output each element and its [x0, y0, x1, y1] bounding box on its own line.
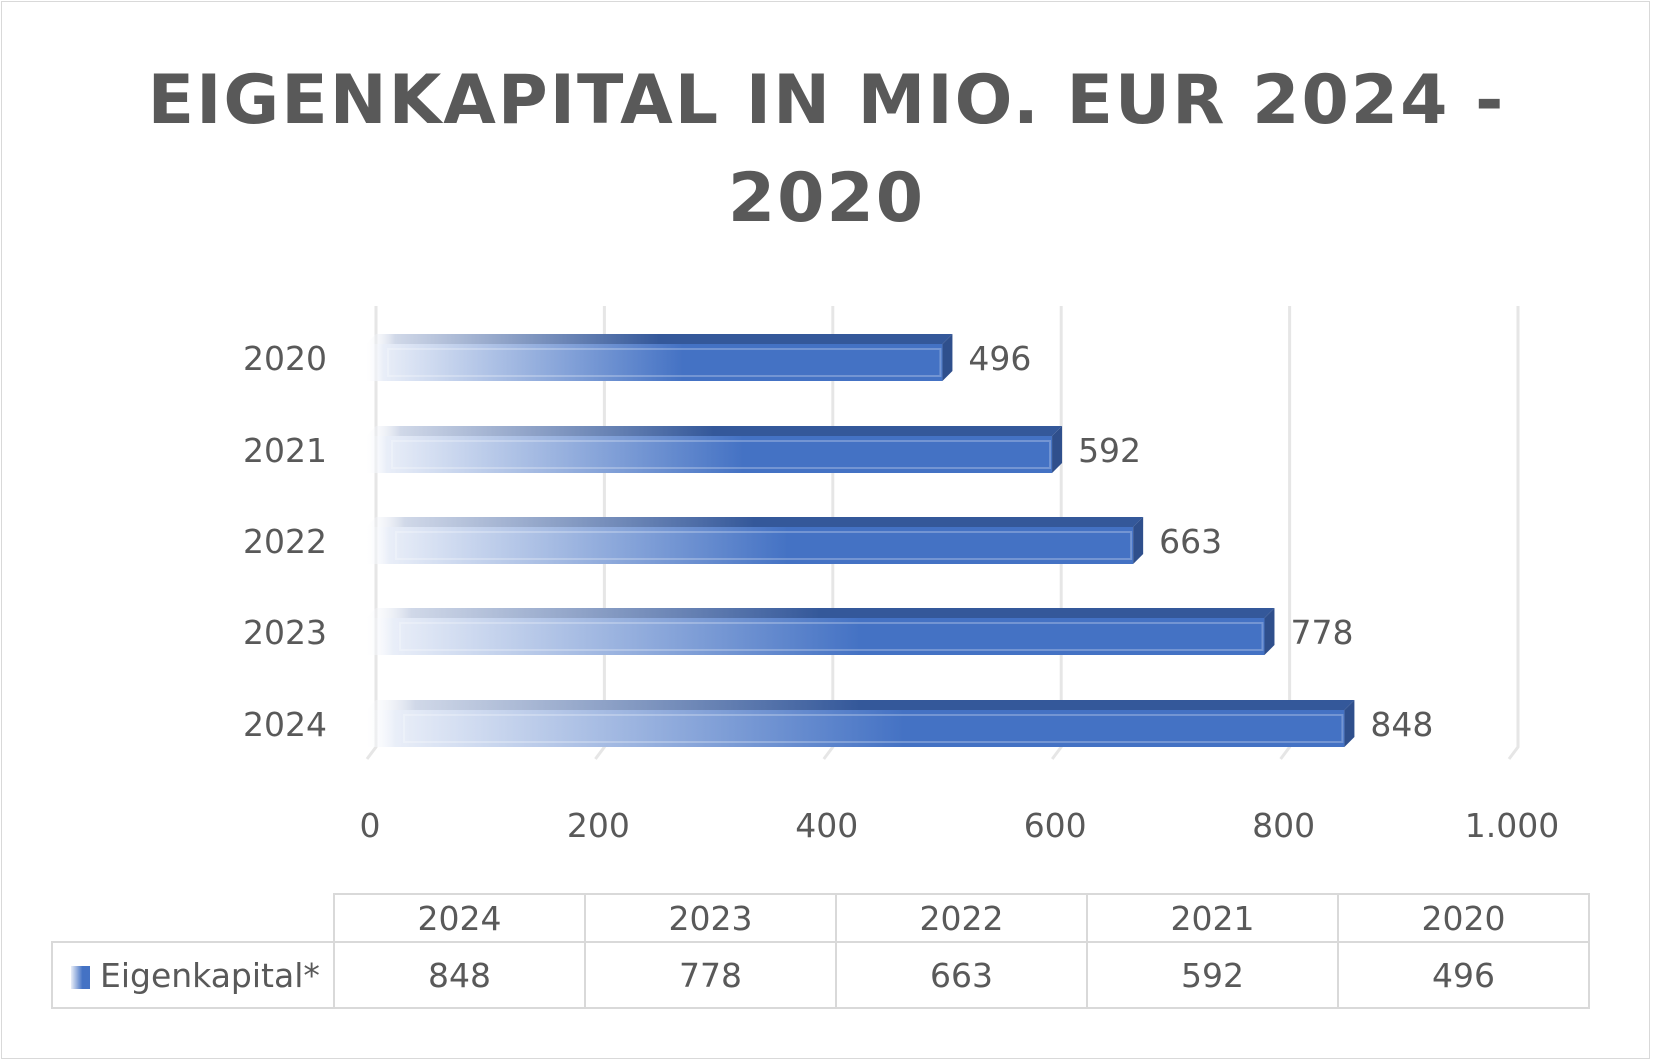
bar-highlight	[387, 348, 942, 377]
chart-title-line-2: 2020	[727, 159, 926, 238]
bar-side-face	[1133, 517, 1144, 564]
legend-label: Eigenkapital*	[100, 955, 320, 995]
bar-highlight	[391, 440, 1052, 469]
data-table-header: 2022	[835, 893, 1088, 943]
category-label: 2022	[243, 522, 327, 561]
x-tick-label: 200	[567, 806, 630, 845]
data-label: 496	[968, 339, 1031, 378]
bar-highlight	[395, 531, 1133, 560]
legend-swatch	[71, 965, 90, 989]
data-table-header: 2024	[333, 893, 586, 943]
bar-front-face	[366, 618, 1265, 655]
bar-side-face	[942, 334, 953, 381]
data-table-header: 2021	[1086, 893, 1339, 943]
gridline	[1279, 306, 1292, 760]
x-tick-label: 800	[1252, 806, 1315, 845]
bar	[366, 700, 1355, 747]
chart-title: EIGENKAPITAL IN MIO. EUR 2024 - 2020	[0, 52, 1653, 248]
x-tick-label: 0	[360, 806, 381, 845]
x-tick-label: 1.000	[1465, 806, 1559, 845]
bar-side-face	[1052, 426, 1063, 473]
x-tick-label: 600	[1024, 806, 1087, 845]
bar-highlight	[399, 622, 1264, 651]
category-label: 2021	[243, 431, 327, 470]
x-tick-label: 400	[795, 806, 858, 845]
bar-top-face	[366, 334, 953, 344]
bar-top-face	[366, 608, 1275, 618]
bar-side-face	[1264, 608, 1275, 655]
bar-top-face	[366, 517, 1144, 527]
data-table-cell: 663	[835, 941, 1088, 1009]
bar-highlight	[403, 714, 1344, 743]
data-table-corner	[52, 894, 335, 943]
bar-front-face	[366, 527, 1134, 564]
data-label: 663	[1159, 522, 1222, 561]
bar	[366, 608, 1275, 655]
bar	[366, 426, 1063, 473]
bar-front-face	[366, 436, 1053, 473]
bar	[366, 334, 953, 381]
data-table-cell: 778	[584, 941, 837, 1009]
legend-entry: Eigenkapital*	[51, 941, 335, 1009]
bar-front-face	[366, 344, 943, 381]
data-label: 592	[1078, 431, 1141, 470]
data-label: 778	[1290, 613, 1353, 652]
data-table-cell: 848	[333, 941, 586, 1009]
data-table-cell: 496	[1337, 941, 1590, 1009]
category-label: 2020	[243, 339, 327, 378]
bar-top-face	[366, 426, 1063, 436]
data-table-header-row: 2024 2023 2022 2021 2020	[52, 893, 1590, 943]
category-label: 2023	[243, 613, 327, 652]
data-label: 848	[1370, 705, 1433, 744]
data-table-row: Eigenkapital* 848 778 663 592 496	[51, 941, 1590, 1009]
data-table-cell: 592	[1086, 941, 1339, 1009]
category-label: 2024	[243, 705, 327, 744]
bar-front-face	[366, 710, 1345, 747]
gridline	[1507, 306, 1520, 760]
chart-title-line-1: EIGENKAPITAL IN MIO. EUR 2024 -	[147, 61, 1506, 140]
data-table: 2024 2023 2022 2021 2020 Eigenkapital* 8…	[51, 893, 1590, 1009]
bar	[366, 517, 1144, 564]
bar-top-face	[366, 700, 1355, 710]
bar-side-face	[1344, 700, 1355, 747]
data-table-header: 2020	[1337, 893, 1590, 943]
data-table-header: 2023	[584, 893, 837, 943]
